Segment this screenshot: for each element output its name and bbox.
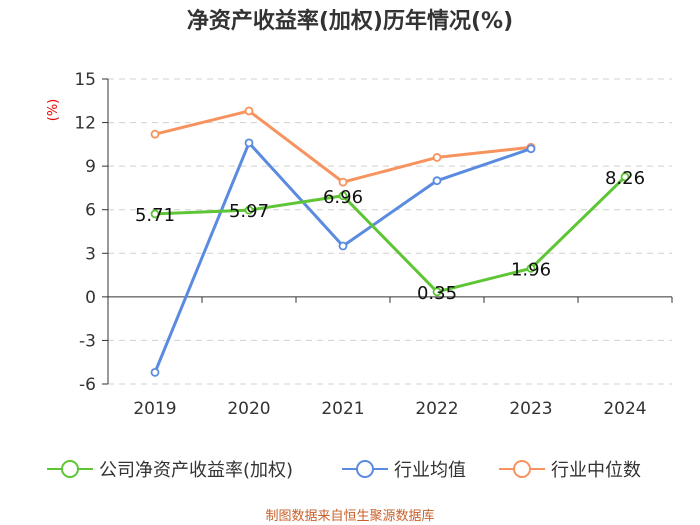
series-0-point-2021 (338, 191, 348, 201)
y-tick-label--6: -6 (79, 375, 96, 395)
x-tick-label-2022: 2022 (415, 399, 458, 419)
y-tick-label--3: -3 (79, 331, 96, 351)
y-axis-label: (%) (46, 99, 61, 122)
x-tick-label-2021: 2021 (321, 399, 364, 419)
legend-item-1: 行业均值 (342, 460, 466, 481)
chart-title: 净资产收益率(加权)历年情况(%) (187, 8, 513, 34)
legend-marker-2 (513, 460, 531, 478)
source-note: 制图数据来自恒生聚源数据库 (265, 508, 434, 524)
legend-label-2: 行业中位数 (551, 460, 641, 481)
y-tick-label-0: 0 (85, 288, 96, 308)
series-1-point-2023 (526, 144, 536, 154)
x-tick-label-2023: 2023 (509, 399, 552, 419)
data-labels: 5.71 5.97 6.96 0.35 1.96 8.26 (135, 168, 645, 304)
legend: 公司净资产收益率(加权) 行业均值 行业中位数 (47, 460, 641, 481)
series (150, 106, 630, 377)
legend-item-0: 公司净资产收益率(加权) (47, 460, 293, 481)
data-label-2022: 0.35 (417, 283, 457, 304)
x-tick-label-2020: 2020 (227, 399, 270, 419)
series-0-point-2020 (244, 205, 254, 215)
data-label-2024: 8.26 (605, 168, 645, 189)
series-line-1 (153, 141, 532, 373)
series-0-point-2019 (150, 209, 160, 219)
series-1-point-2020 (244, 138, 254, 148)
series-2-point-2020 (244, 106, 254, 116)
y-tick-label-12: 12 (74, 114, 96, 134)
series-1-point-2019 (150, 367, 160, 377)
y-tick-label-6: 6 (85, 201, 96, 221)
legend-label-0: 公司净资产收益率(加权) (99, 460, 293, 481)
data-label-2019: 5.71 (135, 205, 175, 226)
series-line-2 (154, 109, 532, 184)
series-1-point-2021 (338, 241, 348, 251)
series-2-point-2022 (432, 153, 442, 162)
x-tick-label-2024: 2024 (603, 399, 646, 419)
y-tick-label-15: 15 (74, 70, 96, 90)
series-0-point-2022 (432, 287, 442, 297)
data-label-2021: 6.96 (323, 187, 363, 208)
data-label-2023: 1.96 (511, 259, 551, 280)
y-tick-label-3: 3 (85, 244, 96, 264)
legend-marker-1 (356, 460, 374, 478)
y-tick-label-9: 9 (85, 157, 96, 177)
series-0-point-2024 (620, 172, 630, 182)
legend-item-2: 行业中位数 (499, 460, 641, 481)
data-label-2020: 5.97 (229, 201, 269, 222)
series-2-point-2019 (150, 129, 160, 139)
x-tick-label-2019: 2019 (133, 399, 176, 419)
axes: -6 -3 0 3 6 9 12 15 2019 2020 2021 2022 2023 2024 (74, 70, 673, 419)
legend-marker-0 (61, 460, 79, 478)
series-line-0 (154, 175, 627, 294)
series-1-point-2022 (432, 176, 442, 186)
legend-label-1: 行业均值 (394, 460, 466, 481)
series-0-point-2023 (526, 263, 536, 273)
series-2-point-2021 (338, 177, 348, 187)
